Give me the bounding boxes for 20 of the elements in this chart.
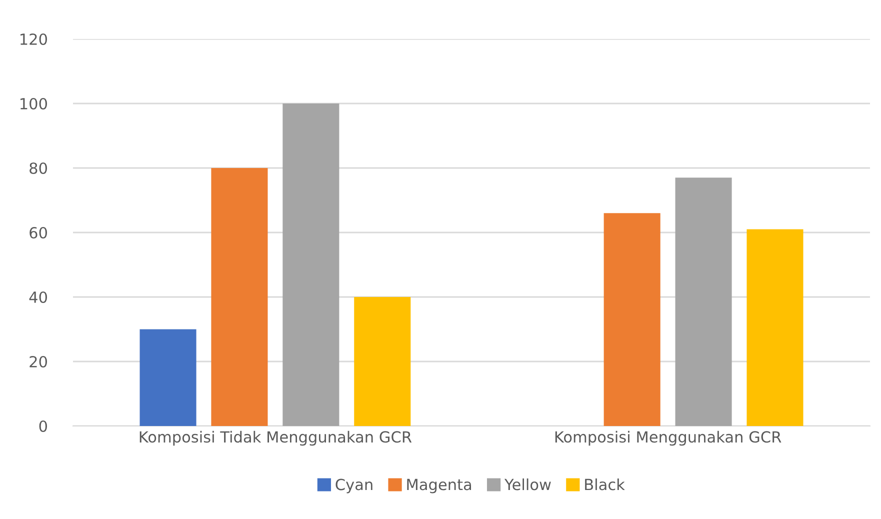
bar (746, 229, 804, 426)
y-tick-label: 100 (20, 98, 47, 110)
y-tick-label: 20 (30, 356, 47, 368)
x-tick-label: Komposisi Tidak Menggunakan GCR (140, 430, 412, 446)
y-tick-label: 120 (20, 33, 47, 46)
bar (282, 104, 340, 426)
bar (604, 213, 660, 426)
legend-label: Cyan (336, 478, 372, 494)
bar (675, 178, 732, 426)
legend-label: Yellow (504, 478, 551, 490)
y-tick-label: 60 (30, 226, 47, 239)
bar (211, 168, 268, 426)
legend-label: Magenta (407, 478, 471, 494)
x-tick-label: Komposisi Menggunakan GCR (555, 430, 782, 446)
legend-label: Black (585, 478, 625, 490)
y-tick-label: 0 (39, 420, 47, 432)
y-tick-label: 80 (30, 162, 47, 174)
bar (140, 329, 196, 426)
y-tick-label: 40 (29, 291, 47, 304)
bar (354, 297, 411, 426)
